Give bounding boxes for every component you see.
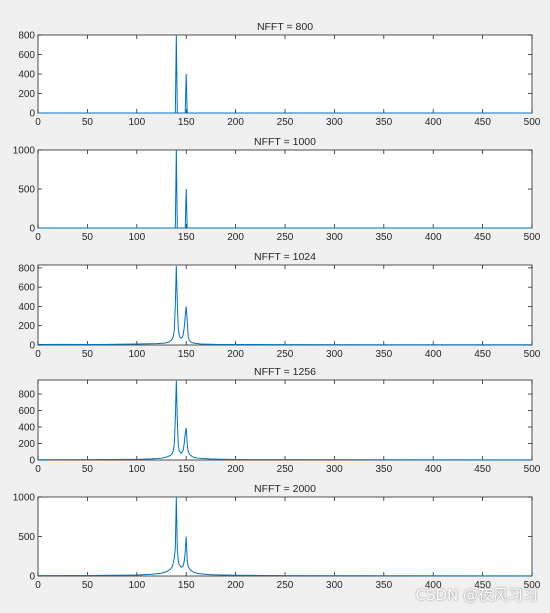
y-tick-label: 200: [18, 89, 35, 100]
x-tick-label: 100: [128, 232, 145, 243]
x-tick-label: 150: [178, 580, 195, 591]
subplot-title: NFFT = 2000: [254, 483, 316, 495]
x-tick-label: 100: [128, 580, 145, 591]
subplot-1: NFFT = 800 0 50 100 150 200 250 300 350 400 450 500…: [18, 21, 540, 128]
x-tick-label: 200: [227, 117, 244, 128]
x-tick-label: 150: [178, 117, 195, 128]
x-tick-label: 200: [227, 580, 244, 591]
x-tick-label: 400: [425, 349, 442, 360]
watermark: CSDN @夜风习习: [415, 586, 538, 604]
y-tick-label: 500: [18, 185, 35, 196]
y-tick-label: 1000: [13, 493, 36, 504]
subplot-title: NFFT = 1024: [254, 251, 316, 263]
x-tick-label: 100: [128, 349, 145, 360]
x-tick-label: 0: [35, 117, 41, 128]
x-tick-label: 300: [326, 580, 343, 591]
subplot-title: NFFT = 1000: [254, 136, 316, 148]
x-tick-label: 500: [524, 117, 541, 128]
x-tick-label: 450: [474, 464, 491, 475]
subplot-4: NFFT = 1256 0 50 100 150 200 250 300 350 400 450 50…: [18, 366, 540, 475]
x-tick-label: 200: [227, 232, 244, 243]
y-tick-label: 400: [18, 70, 35, 81]
y-tick-label: 600: [18, 406, 35, 417]
x-tick-label: 250: [277, 464, 294, 475]
y-tick-label: 1000: [13, 146, 36, 157]
x-tick-label: 450: [474, 349, 491, 360]
x-tick-label: 50: [82, 349, 94, 360]
x-tick-label: 200: [227, 349, 244, 360]
axes-box: [37, 149, 533, 229]
x-tick-label: 350: [375, 117, 392, 128]
y-tick-label: 0: [29, 109, 35, 120]
y-tick-label: 0: [29, 224, 35, 235]
x-tick-label: 350: [375, 232, 392, 243]
x-tick-label: 150: [178, 232, 195, 243]
x-tick-label: 500: [524, 349, 541, 360]
x-tick-label: 450: [474, 580, 491, 591]
x-tick-label: 150: [178, 349, 195, 360]
y-tick-label: 800: [18, 31, 35, 42]
x-tick-label: 350: [375, 349, 392, 360]
x-tick-label: 0: [35, 464, 41, 475]
x-tick-label: 400: [425, 580, 442, 591]
x-tick-label: 300: [326, 232, 343, 243]
x-tick-label: 500: [524, 232, 541, 243]
axes-box: [37, 34, 533, 114]
x-tick-label: 300: [326, 464, 343, 475]
x-tick-label: 50: [82, 232, 94, 243]
x-tick-label: 350: [375, 464, 392, 475]
x-tick-label: 100: [128, 117, 145, 128]
axes-box: [37, 496, 533, 577]
subplot-2: NFFT = 1000 0 50 100 150 200 250 300 350 400 450 50…: [13, 136, 541, 243]
y-tick-label: 200: [18, 439, 35, 450]
y-tick-label: 600: [18, 50, 35, 61]
y-tick-label: 0: [29, 572, 35, 583]
spectrum-line: [38, 149, 532, 229]
x-tick-label: 50: [82, 117, 94, 128]
x-tick-label: 300: [326, 117, 343, 128]
x-tick-label: 400: [425, 117, 442, 128]
x-tick-label: 0: [35, 349, 41, 360]
x-tick-label: 450: [474, 117, 491, 128]
x-tick-label: 400: [425, 464, 442, 475]
spectrum-line: [37, 380, 533, 461]
spectrum-line: [38, 34, 532, 114]
x-tick-label: 200: [227, 464, 244, 475]
x-tick-label: 250: [277, 580, 294, 591]
y-tick-label: 600: [18, 283, 35, 294]
x-tick-label: 350: [375, 580, 392, 591]
x-tick-label: 0: [35, 580, 41, 591]
subplot-title: NFFT = 800: [257, 21, 313, 33]
y-tick-label: 200: [18, 321, 35, 332]
y-tick-label: 400: [18, 302, 35, 313]
x-tick-label: 150: [178, 464, 195, 475]
x-tick-label: 400: [425, 232, 442, 243]
subplot-title: NFFT = 1256: [254, 366, 316, 378]
spectrum-line: [37, 496, 533, 577]
x-tick-label: 300: [326, 349, 343, 360]
x-tick-label: 250: [277, 117, 294, 128]
y-tick-label: 0: [29, 456, 35, 467]
spectrum-line: [37, 265, 532, 346]
x-tick-label: 50: [82, 464, 94, 475]
axes-box: [37, 264, 533, 346]
x-tick-label: 250: [277, 232, 294, 243]
x-tick-label: 100: [128, 464, 145, 475]
subplot-3: NFFT = 1024 0 50 100 150 200 250 300 350 400 450 50…: [18, 251, 540, 360]
x-tick-label: 500: [524, 464, 541, 475]
x-tick-label: 250: [277, 349, 294, 360]
y-tick-label: 400: [18, 423, 35, 434]
y-tick-label: 800: [18, 390, 35, 401]
x-tick-label: 450: [474, 232, 491, 243]
axes-box: [37, 379, 533, 461]
x-tick-label: 0: [35, 232, 41, 243]
y-tick-label: 0: [29, 341, 35, 352]
y-tick-label: 800: [18, 263, 35, 274]
x-tick-label: 500: [524, 580, 541, 591]
x-tick-label: 50: [82, 580, 94, 591]
y-tick-label: 500: [18, 532, 35, 543]
subplot-5: NFFT = 2000 0 50 100 150 200 250 300 350 400 450 50…: [13, 483, 541, 591]
